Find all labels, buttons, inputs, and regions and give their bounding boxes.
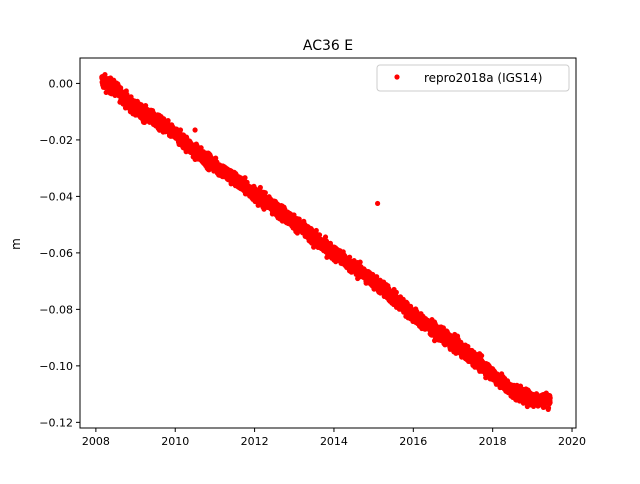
data-point: [547, 395, 553, 401]
data-point: [257, 184, 263, 191]
plot-frame: [79, 57, 577, 429]
data-point: [374, 274, 380, 280]
data-points: [99, 71, 553, 412]
x-tick-label: 2014: [320, 435, 348, 448]
x-axis-ticks: 2008 2010 2012 2014 2016 2018 2020: [82, 428, 586, 448]
legend-box: [376, 64, 570, 92]
data-point: [440, 325, 446, 331]
data-point: [547, 400, 553, 406]
y-tick-label: −0.12: [39, 416, 73, 429]
data-point: [313, 227, 319, 234]
y-tick-label: −0.02: [39, 134, 73, 147]
data-point: [213, 155, 219, 161]
data-point: [177, 127, 184, 133]
y-tick-label: −0.08: [39, 303, 73, 316]
y-tick-label: −0.10: [39, 360, 73, 373]
data-point: [393, 289, 399, 295]
y-tick-label: −0.04: [39, 190, 73, 203]
y-axis-label: m: [9, 238, 23, 250]
x-tick-label: 2012: [241, 435, 269, 448]
data-point: [262, 190, 268, 196]
y-axis-ticks: 0.00 −0.02 −0.04 −0.06 −0.08 −0.10 −0.12: [39, 77, 80, 429]
data-point: [316, 232, 323, 238]
outlier-point: [192, 127, 198, 133]
data-point: [242, 175, 248, 181]
y-tick-label: 0.00: [49, 77, 74, 90]
chart-title: AC36 E: [303, 38, 353, 54]
data-point: [143, 103, 149, 109]
data-point: [102, 71, 108, 78]
x-tick-label: 2020: [558, 435, 586, 448]
x-tick-label: 2010: [161, 435, 189, 448]
legend-label: repro2018a (IGS14): [424, 71, 542, 85]
x-tick-label: 2018: [479, 435, 507, 448]
data-point: [357, 259, 363, 265]
x-tick-label: 2008: [82, 435, 110, 448]
x-tick-label: 2016: [399, 435, 427, 448]
data-point: [479, 353, 485, 359]
legend-marker: [394, 74, 400, 80]
data-point: [347, 254, 353, 260]
legend: repro2018a (IGS14): [376, 64, 570, 92]
data-point: [545, 405, 552, 411]
outlier-point: [375, 200, 381, 207]
data-point: [198, 145, 204, 151]
data-point: [322, 234, 329, 240]
y-tick-label: −0.06: [39, 247, 73, 260]
